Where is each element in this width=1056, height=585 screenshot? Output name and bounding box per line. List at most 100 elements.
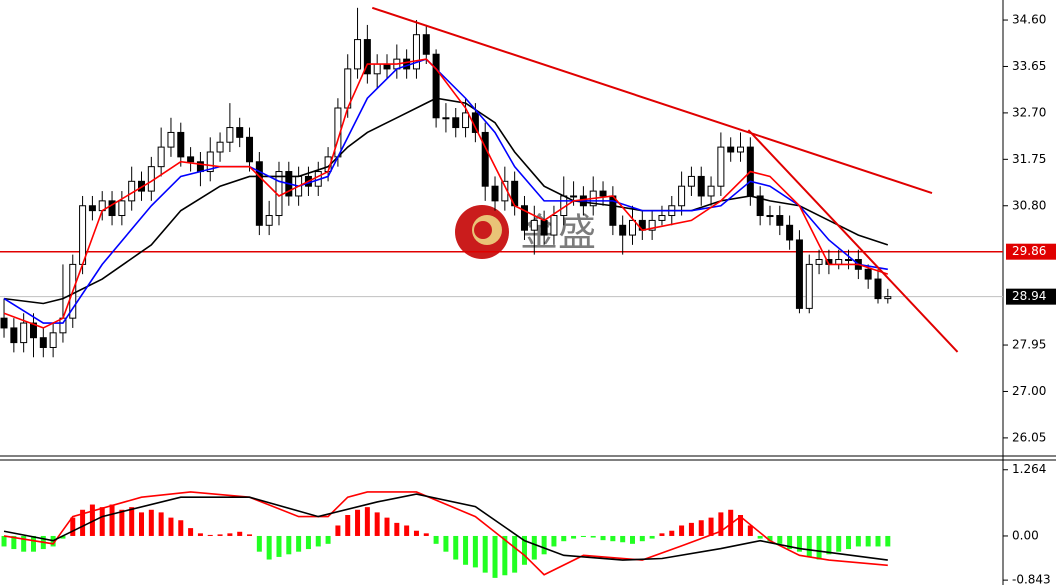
histogram-bar (659, 533, 665, 536)
histogram-bar (580, 535, 586, 538)
histogram-bar (855, 535, 861, 547)
histogram-bar (364, 507, 370, 536)
candle-body (766, 215, 774, 218)
histogram-bar (865, 535, 871, 547)
candle-body (707, 185, 715, 197)
candle-body (786, 224, 794, 241)
candle-body (412, 34, 420, 70)
candle-body (108, 200, 116, 217)
candle-body (177, 131, 185, 158)
histogram-bar (227, 533, 233, 536)
histogram-bar (698, 520, 704, 536)
histogram-bar (217, 534, 223, 536)
indicator-line (3, 97, 889, 305)
histogram-bar (728, 509, 734, 536)
histogram-bar (590, 535, 596, 538)
candle-body (49, 332, 57, 348)
candle-body (491, 185, 499, 202)
y-tick-label: 33.65 (1012, 59, 1046, 73)
histogram-bar (551, 535, 557, 547)
histogram-bar (374, 512, 380, 536)
candle-body (403, 58, 411, 70)
histogram-bar (463, 535, 469, 565)
candle-body (265, 215, 273, 226)
candle-body (29, 322, 37, 339)
histogram-bar (482, 535, 488, 573)
candle-body (246, 136, 254, 163)
candle-body (717, 146, 725, 187)
histogram-bar (207, 534, 213, 536)
histogram-bar (649, 535, 655, 539)
histogram-bar (345, 515, 351, 536)
candle-body (864, 268, 872, 280)
histogram-bar (561, 535, 567, 542)
histogram-bar (158, 512, 164, 536)
candle-body (118, 200, 126, 217)
y-tick-label: -0.843 (1012, 573, 1051, 585)
candle-body (678, 185, 686, 207)
candle-body (462, 112, 470, 129)
candle-body (20, 322, 28, 344)
indicator-line (3, 58, 889, 329)
candle-body (805, 263, 813, 309)
histogram-bar (885, 535, 891, 547)
candle-body (599, 190, 607, 197)
y-tick-label: 32.70 (1012, 105, 1046, 119)
histogram-bar (178, 520, 184, 536)
candle-body (619, 224, 627, 236)
histogram-bar (669, 530, 675, 536)
candle-body (530, 219, 538, 231)
histogram-bar (757, 535, 763, 539)
histogram-bar (846, 535, 852, 550)
candle-body (884, 296, 892, 300)
y-tick-label: 30.80 (1012, 198, 1046, 212)
histogram-bar (256, 535, 262, 552)
watermark-text: 金盛 (520, 211, 596, 255)
histogram-bar (826, 535, 832, 555)
histogram-bar (875, 535, 881, 547)
histogram-bar (70, 517, 76, 536)
histogram-bar (188, 528, 194, 536)
histogram-bar (11, 535, 17, 550)
candle-body (481, 131, 489, 187)
price-label-box (1006, 288, 1056, 305)
candle-body (422, 34, 430, 55)
histogram-bar (237, 531, 243, 536)
indicator-line (3, 493, 888, 561)
candle-body (39, 337, 47, 348)
histogram-bar (521, 535, 527, 565)
histogram-bar (767, 535, 773, 542)
histogram-bar (610, 535, 616, 542)
histogram-bar (394, 522, 400, 536)
histogram-bar (423, 533, 429, 536)
histogram-bar (747, 525, 753, 536)
y-tick-label: 31.75 (1012, 152, 1046, 166)
histogram-bar (796, 535, 802, 552)
candle-body (79, 205, 87, 265)
histogram-bar (433, 535, 439, 544)
y-tick-label: 34.60 (1012, 13, 1046, 27)
candle-body (432, 53, 440, 119)
histogram-bar (816, 535, 822, 560)
candle-body (776, 215, 784, 226)
candle-body (363, 39, 371, 75)
candle-body (845, 259, 853, 262)
candle-body (550, 215, 558, 236)
histogram-bar (21, 535, 27, 552)
histogram-bar (541, 535, 547, 555)
histogram-bar (738, 515, 744, 536)
candle-body (452, 117, 460, 129)
y-tick-label: 1.264 (1012, 462, 1046, 476)
price-label-box (1006, 243, 1056, 260)
candle-body (206, 151, 214, 173)
histogram-bar (355, 509, 361, 536)
candle-body (687, 175, 695, 187)
trend-line (747, 129, 959, 353)
candle-body (658, 215, 666, 221)
indicator-line (3, 491, 888, 576)
histogram-bar (80, 509, 86, 536)
logo-inner (474, 221, 492, 239)
histogram-bar (806, 535, 812, 557)
histogram-bar (531, 535, 537, 560)
